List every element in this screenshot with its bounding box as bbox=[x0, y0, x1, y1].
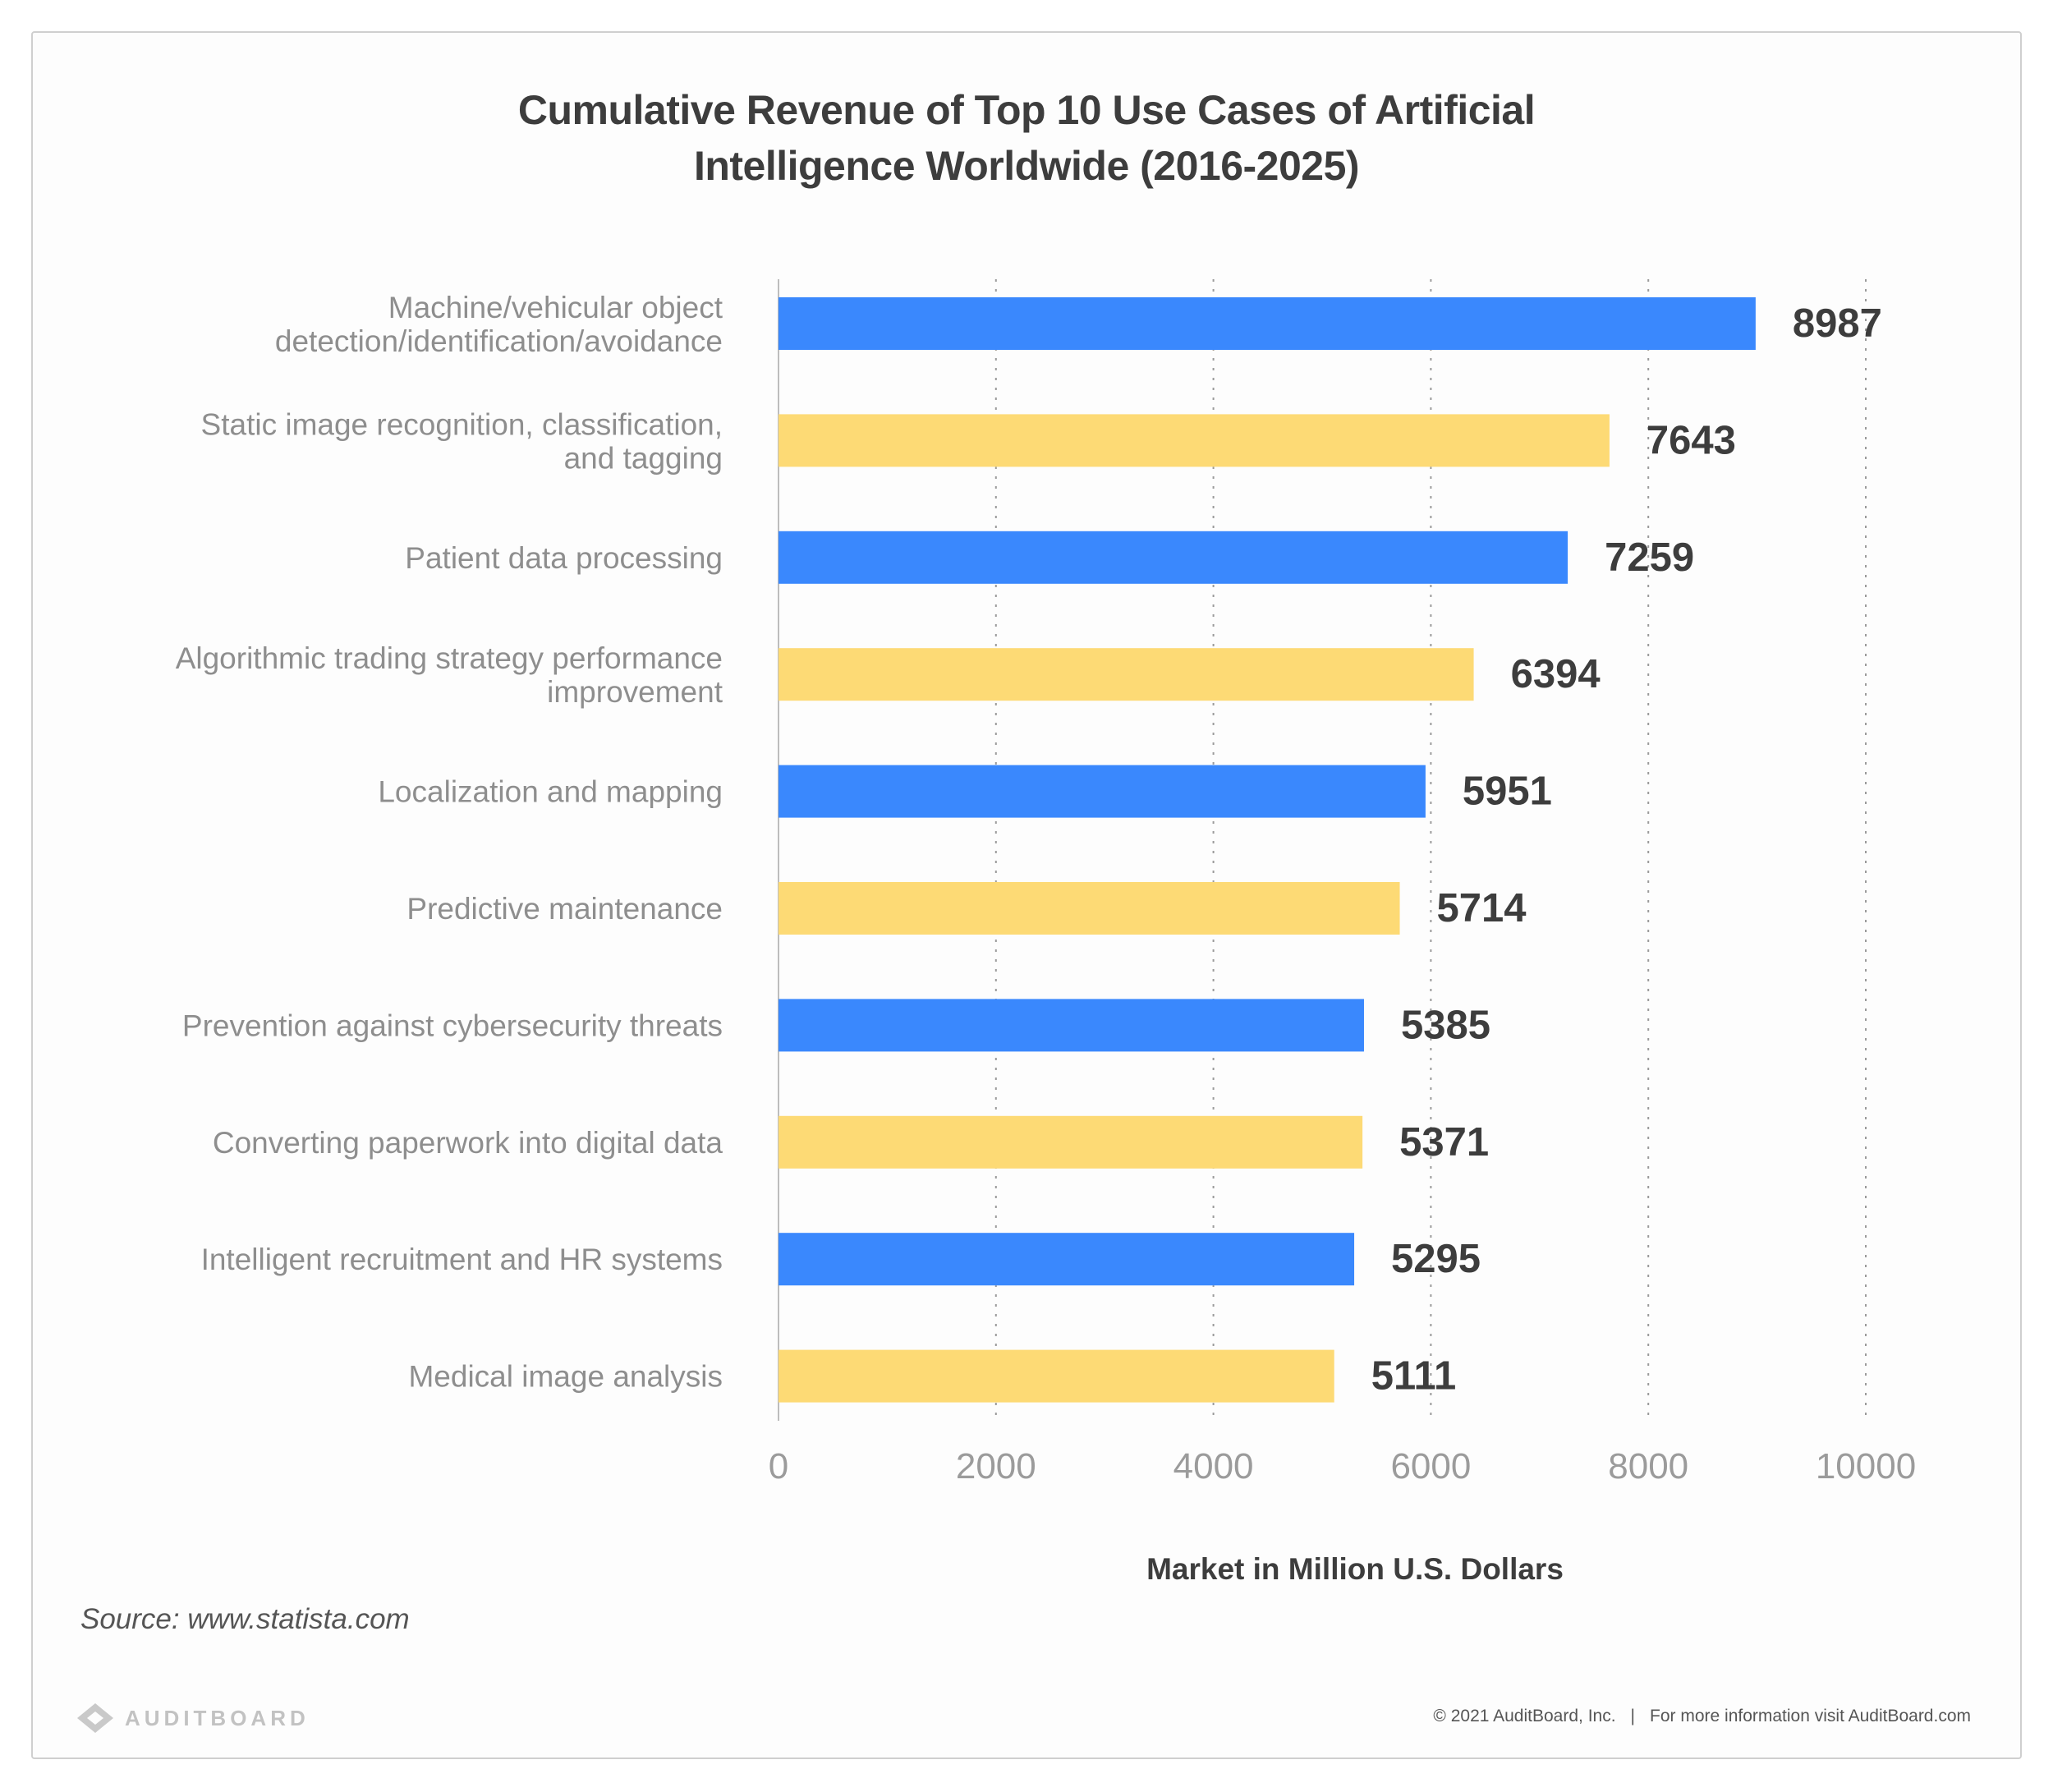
category-label: Static image recognition, classification… bbox=[201, 407, 723, 475]
category-label: Intelligent recruitment and HR systems bbox=[201, 1243, 723, 1276]
data-label: 5111 bbox=[1371, 1354, 1457, 1399]
x-tick-label: 8000 bbox=[1608, 1446, 1688, 1486]
logo-text: AUDITBOARD bbox=[125, 1705, 310, 1730]
data-label: 5385 bbox=[1401, 1003, 1490, 1047]
auditboard-logo-icon bbox=[77, 1703, 113, 1733]
category-label: Machine/vehicular object detection/identi… bbox=[275, 291, 723, 358]
category-label: Converting paperwork into digital data bbox=[213, 1126, 723, 1160]
copyright: © 2021 AuditBoard, Inc. bbox=[1433, 1707, 1616, 1725]
category-label: Predictive maintenance bbox=[406, 892, 723, 926]
category-label: Patient data processing bbox=[405, 541, 723, 575]
x-tick-label: 10000 bbox=[1816, 1446, 1916, 1486]
source-note: Source: www.statista.com bbox=[80, 1603, 410, 1635]
bar bbox=[778, 765, 1426, 818]
bar bbox=[778, 648, 1474, 701]
bar bbox=[778, 999, 1364, 1052]
x-tick-label: 6000 bbox=[1390, 1446, 1471, 1486]
bar bbox=[778, 882, 1400, 935]
data-label: 5951 bbox=[1463, 770, 1552, 814]
bar bbox=[778, 414, 1610, 467]
category-label: Medical image analysis bbox=[408, 1360, 723, 1394]
bar bbox=[778, 531, 1568, 584]
category-label: Prevention against cybersecurity threats bbox=[182, 1009, 723, 1042]
category-label: Localization and mapping bbox=[378, 775, 723, 809]
bar bbox=[778, 1115, 1363, 1169]
auditboard-logo: AUDITBOARD bbox=[74, 1702, 310, 1735]
data-label: 7259 bbox=[1605, 535, 1694, 580]
chart-title: Cumulative Revenue of Top 10 Use Cases o… bbox=[517, 87, 1536, 189]
bar bbox=[778, 1349, 1334, 1403]
bar bbox=[778, 297, 1756, 350]
x-tick-label: 0 bbox=[769, 1446, 788, 1486]
x-tick-label: 2000 bbox=[956, 1446, 1036, 1486]
data-label: 5295 bbox=[1391, 1237, 1481, 1281]
footer: © 2021 AuditBoard, Inc. | For more informa… bbox=[1433, 1707, 1971, 1726]
data-label: 5371 bbox=[1399, 1120, 1489, 1165]
footer-separator: | bbox=[1630, 1707, 1636, 1725]
category-label: Algorithmic trading strategy performance… bbox=[176, 641, 723, 709]
x-axis-label: Market in Million U.S. Dollars bbox=[1146, 1552, 1564, 1586]
footer-info-link[interactable]: For more information visit AuditBoard.co… bbox=[1650, 1707, 1971, 1725]
data-label: 5714 bbox=[1437, 886, 1527, 930]
x-tick-label: 4000 bbox=[1173, 1446, 1254, 1486]
data-label: 7643 bbox=[1647, 418, 1736, 462]
data-label: 6394 bbox=[1511, 652, 1601, 696]
data-label: 8987 bbox=[1793, 301, 1882, 346]
bar bbox=[778, 1233, 1355, 1286]
